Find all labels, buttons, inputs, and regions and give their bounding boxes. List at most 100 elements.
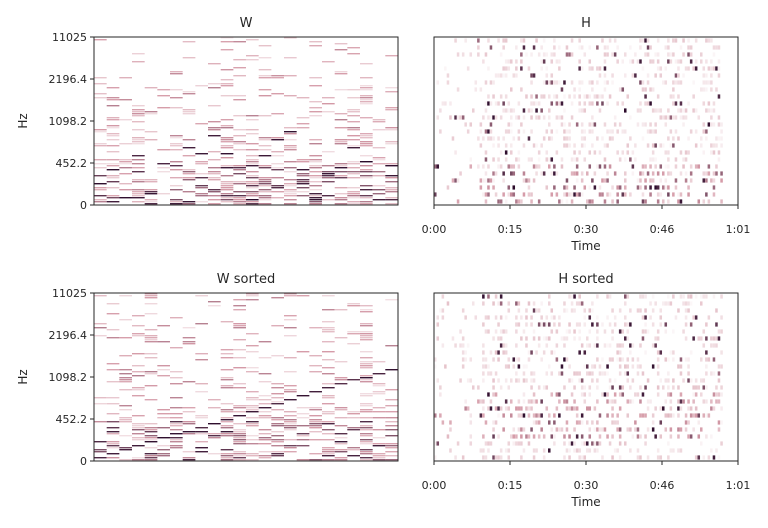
heatmap-cell [360,449,373,451]
heatmap-cell [106,329,120,331]
heatmap-cell [385,203,398,205]
heatmap-cell [646,427,650,432]
heatmap-cell [700,336,703,341]
heatmap-cell [634,52,637,57]
heatmap-cell [575,157,579,162]
heatmap-cell [651,178,655,183]
heatmap-cell [284,319,297,321]
heatmap-cell [672,136,675,141]
heatmap-cell [550,315,554,320]
heatmap-cell [555,357,559,362]
heatmap-cell [182,155,196,157]
heatmap-cell [119,197,132,199]
heatmap-cell [525,94,528,99]
heatmap-cell [588,392,592,397]
heatmap-cell [537,308,541,313]
heatmap-cell [702,122,706,127]
heatmap-cell [195,441,208,443]
heatmap-cell [322,359,335,361]
heatmap-cell [499,52,503,57]
heatmap-cell [487,392,490,397]
heatmap-cell [644,385,647,390]
heatmap-cell [385,141,398,143]
heatmap-cell [679,357,683,362]
heatmap-cell [474,315,478,320]
heatmap-cell [598,66,602,71]
heatmap-cell [220,421,234,423]
heatmap-cell [144,453,158,455]
heatmap-cell [626,143,630,148]
heatmap-cell [507,66,511,71]
heatmap-cell [284,75,297,77]
heatmap-cell [170,423,183,425]
heatmap-cell [309,439,322,441]
heatmap-cell [715,87,718,92]
heatmap-cell [598,108,602,113]
heatmap-cell [548,294,551,299]
heatmap-cell [624,315,627,320]
heatmap-cell [687,357,690,362]
heatmap-cell [550,101,554,106]
heatmap-cell [385,143,398,145]
heatmap-cell [700,378,703,383]
heatmap-cell [246,399,259,401]
heatmap-cell [372,383,386,385]
heatmap-cell [580,171,584,176]
heatmap-cell [548,413,551,418]
heatmap-cell [271,417,284,419]
heatmap-cell [132,109,145,111]
heatmap-cell [334,71,348,73]
heatmap-cell [626,329,630,334]
heatmap-cell [639,413,642,418]
heatmap-cell [494,350,498,355]
heatmap-cell [487,185,490,190]
heatmap-cell [246,367,259,369]
heatmap-cell [651,364,655,369]
heatmap-cell [233,41,246,43]
heatmap-cell [537,157,541,162]
heatmap-cell [385,421,398,423]
heatmap-cell [449,115,452,120]
heatmap-cell [170,439,183,441]
heatmap-cell [583,136,587,141]
heatmap-cell [522,427,526,432]
heatmap-cell [601,101,604,106]
heatmap-cell [596,329,599,334]
heatmap-cell [233,451,246,453]
heatmap-cell [669,413,673,418]
heatmap-cell [608,343,612,348]
x-axis-ticks: 0:00 0:15 0:30 0:46 1:01 [422,461,750,492]
heatmap-cell [284,147,297,149]
heatmap-cell [334,141,348,143]
heatmap-cell [360,143,373,145]
heatmap-cell [626,150,630,155]
heatmap-cell [555,150,559,155]
heatmap-cell [497,136,500,141]
heatmap-cell [545,385,549,390]
heatmap-cell [309,193,322,195]
heatmap-cell [334,193,348,195]
heatmap-cell [570,199,574,204]
heatmap-cell [649,157,652,162]
heatmap-cell [284,37,297,39]
heatmap-cell [689,434,693,439]
heatmap-cell [596,136,599,141]
heatmap-cell [309,203,322,205]
heatmap-cell [469,122,473,127]
heatmap-cell [616,357,619,362]
heatmap-cell [611,399,614,404]
heatmap-cell [499,336,503,341]
heatmap-cell [296,97,310,99]
heatmap-cell [624,371,627,376]
heatmap-cell [334,379,348,381]
heatmap-cell [484,108,488,113]
heatmap-cell [246,187,259,189]
heatmap-cell [182,113,196,115]
heatmap-cell [94,335,107,337]
heatmap-cell [608,129,612,134]
heatmap-cell [208,173,221,175]
heatmap-cell [296,183,310,185]
heatmap-cell [436,80,440,85]
heatmap-cell [621,392,625,397]
heatmap-cell [94,77,107,79]
